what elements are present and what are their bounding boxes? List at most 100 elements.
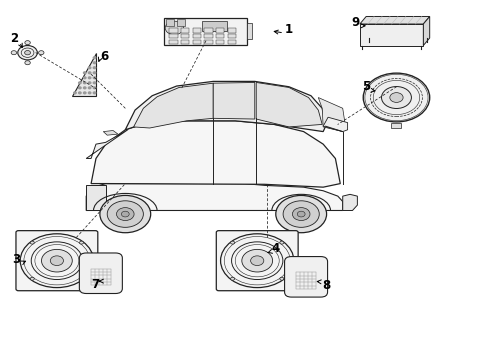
Circle shape — [88, 82, 91, 84]
Circle shape — [165, 21, 184, 35]
Text: 8: 8 — [322, 279, 330, 292]
Circle shape — [93, 72, 96, 74]
Circle shape — [83, 82, 86, 84]
Bar — [204, 40, 213, 44]
Circle shape — [88, 92, 91, 94]
Circle shape — [74, 92, 76, 94]
Polygon shape — [423, 17, 430, 45]
Circle shape — [83, 87, 86, 89]
Bar — [204, 35, 213, 39]
Circle shape — [78, 87, 81, 89]
Text: 3: 3 — [12, 253, 21, 266]
Circle shape — [83, 92, 86, 94]
Bar — [177, 19, 185, 26]
Circle shape — [79, 241, 83, 244]
Circle shape — [242, 249, 272, 272]
Polygon shape — [72, 53, 96, 96]
Circle shape — [122, 211, 129, 217]
Circle shape — [93, 92, 96, 94]
Polygon shape — [360, 24, 423, 45]
Bar — [181, 35, 189, 39]
Circle shape — [231, 277, 235, 280]
Bar — [216, 28, 224, 32]
Circle shape — [88, 67, 91, 69]
Text: 9: 9 — [352, 16, 360, 29]
Circle shape — [78, 82, 81, 84]
Circle shape — [107, 201, 144, 227]
Circle shape — [93, 67, 96, 69]
Circle shape — [30, 241, 34, 244]
Circle shape — [100, 195, 151, 233]
Bar — [202, 21, 227, 31]
Circle shape — [117, 208, 134, 221]
Bar — [204, 28, 213, 32]
Circle shape — [293, 208, 310, 221]
Circle shape — [93, 82, 96, 84]
Circle shape — [50, 256, 64, 266]
Polygon shape — [91, 121, 340, 187]
Circle shape — [280, 241, 284, 244]
Bar — [170, 28, 178, 32]
Circle shape — [93, 77, 96, 79]
Bar — [170, 40, 178, 44]
Bar — [193, 40, 201, 44]
Circle shape — [93, 87, 96, 89]
Text: 4: 4 — [271, 242, 280, 255]
Polygon shape — [103, 131, 118, 135]
Text: 2: 2 — [10, 32, 19, 45]
Circle shape — [93, 62, 96, 64]
Circle shape — [250, 256, 264, 266]
Bar — [227, 35, 236, 39]
Bar — [227, 40, 236, 44]
Circle shape — [283, 201, 319, 227]
Circle shape — [390, 93, 403, 102]
Bar — [193, 28, 201, 32]
Polygon shape — [343, 194, 357, 211]
Polygon shape — [213, 82, 255, 119]
Bar — [193, 35, 201, 39]
Circle shape — [24, 50, 30, 55]
Bar — [170, 35, 178, 39]
Circle shape — [18, 45, 37, 60]
Bar — [164, 18, 247, 45]
FancyBboxPatch shape — [16, 231, 98, 291]
Text: 1: 1 — [285, 23, 293, 36]
Circle shape — [280, 277, 284, 280]
Text: 7: 7 — [91, 278, 99, 291]
Polygon shape — [86, 184, 343, 211]
Polygon shape — [318, 98, 345, 132]
Polygon shape — [134, 83, 213, 128]
Bar — [227, 28, 236, 32]
Circle shape — [25, 41, 30, 45]
Polygon shape — [360, 17, 430, 24]
FancyBboxPatch shape — [285, 257, 328, 297]
Circle shape — [88, 87, 91, 89]
Circle shape — [30, 277, 34, 280]
Circle shape — [297, 211, 305, 217]
FancyBboxPatch shape — [216, 231, 298, 291]
Circle shape — [39, 51, 44, 55]
Polygon shape — [125, 81, 326, 132]
Circle shape — [79, 277, 83, 280]
Bar — [166, 19, 174, 26]
Circle shape — [11, 51, 17, 55]
Circle shape — [363, 73, 430, 122]
Bar — [181, 28, 189, 32]
Text: 6: 6 — [100, 50, 108, 63]
Circle shape — [93, 57, 96, 59]
Bar — [216, 40, 224, 44]
Circle shape — [25, 61, 30, 65]
Circle shape — [276, 195, 327, 233]
Text: 5: 5 — [362, 80, 370, 93]
Circle shape — [42, 249, 73, 272]
Bar — [247, 23, 251, 39]
Circle shape — [83, 77, 86, 79]
Bar — [181, 40, 189, 44]
Circle shape — [231, 241, 235, 244]
Bar — [392, 123, 401, 128]
Polygon shape — [256, 82, 322, 127]
Circle shape — [83, 72, 86, 74]
Bar — [86, 185, 106, 211]
Circle shape — [382, 86, 412, 108]
Circle shape — [88, 72, 91, 74]
